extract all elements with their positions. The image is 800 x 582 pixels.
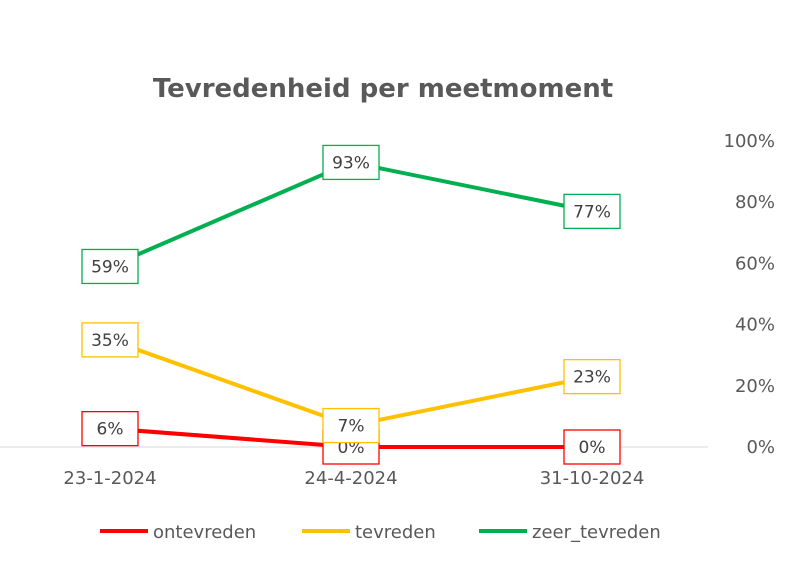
data-label-tevreden: 23% [563,358,621,395]
data-label-box [81,410,139,447]
legend-label: ontevreden [153,522,256,543]
data-label-box [81,322,139,358]
data-label-zeer_tevreden: 59% [81,248,139,285]
data-label-text: 35% [91,331,129,351]
data-label-box [322,407,380,444]
data-label-tevreden: 35% [81,322,139,358]
data-label-text: 23% [573,368,611,388]
y-tick-label: 60% [735,253,775,274]
data-label-ontevreden: 0% [563,429,621,465]
data-label-box [322,144,380,181]
x-tick-label: 24-4-2024 [304,468,397,489]
data-label-text: 7% [338,417,365,437]
data-label-zeer_tevreden: 93% [322,144,380,181]
data-label-text: 77% [573,202,611,222]
legend-item-tevreden: tevreden [302,522,436,543]
data-label-box [563,193,621,230]
legend-label: tevreden [355,522,436,543]
chart-title: Tevredenheid per meetmoment [153,74,613,104]
y-tick-label: 100% [724,131,775,152]
data-label-zeer_tevreden: 77% [563,193,621,230]
y-tick-label: 20% [735,376,775,397]
data-label-tevreden: 7% [322,407,380,444]
legend-item-ontevreden: ontevreden [100,522,256,543]
y-tick-label: 0% [746,437,775,458]
data-label-box [563,429,621,465]
data-label-text: 6% [97,420,124,440]
legend-label: zeer_tevreden [532,522,661,543]
data-label-text: 93% [332,153,370,173]
data-label-text: 59% [91,257,129,277]
y-tick-label: 80% [735,192,775,213]
data-label-ontevreden: 6% [81,410,139,447]
legend-item-zeer_tevreden: zeer_tevreden [479,522,661,543]
y-tick-label: 40% [735,315,775,336]
x-tick-label: 23-1-2024 [63,468,156,489]
x-tick-label: 31-10-2024 [540,468,645,489]
data-label-box [81,248,139,285]
data-label-box [563,358,621,395]
data-label-text: 0% [579,438,606,458]
